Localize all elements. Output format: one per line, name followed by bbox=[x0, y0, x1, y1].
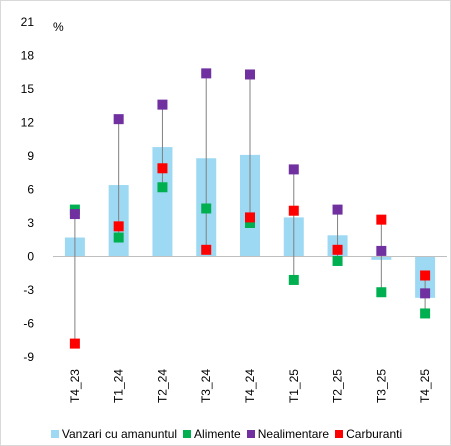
chart-plot: 21 18 15 12 9 6 3 0 -3 -6 -9% T4_23 T1_24 T2_24 T3_24 T… bbox=[21, 15, 447, 403]
y-tick-label: -3 bbox=[23, 283, 34, 297]
legend-item: Vanzari cu amanuntul bbox=[50, 427, 178, 441]
x-tick-label: T2_25 bbox=[331, 369, 345, 403]
marker-carburanti-T3_25 bbox=[376, 214, 387, 225]
y-tick-label: 6 bbox=[27, 183, 34, 197]
marker-nealimentare-T3_24 bbox=[201, 68, 212, 79]
legend-label: Carburanti bbox=[346, 427, 403, 441]
marker-carburanti-T3_24 bbox=[201, 244, 212, 255]
marker-nealimentare-T3_25 bbox=[376, 245, 387, 256]
marker-carburanti-T1_24 bbox=[113, 221, 124, 232]
legend-item: Alimente bbox=[183, 427, 241, 441]
legend-swatch bbox=[246, 430, 255, 438]
marker-alimente-T4_24 bbox=[245, 218, 255, 228]
x-tick-label: T3_25 bbox=[374, 369, 388, 403]
marker-carburanti-T1_25 bbox=[288, 205, 299, 216]
legend-swatch bbox=[50, 430, 59, 438]
x-tick-label: T2_24 bbox=[155, 369, 169, 403]
legend-label: Vanzari cu amanuntul bbox=[61, 427, 178, 441]
legend-item: Carburanti bbox=[335, 427, 402, 441]
marker-nealimentare-T1_25 bbox=[288, 164, 299, 175]
y-unit-label: % bbox=[53, 20, 64, 34]
marker-nealimentare-T4_24 bbox=[245, 69, 255, 80]
marker-carburanti-T2_25 bbox=[332, 244, 343, 255]
marker-alimente-T1_24 bbox=[113, 232, 124, 243]
x-tick-label: T4_23 bbox=[68, 369, 82, 403]
y-tick-label: 9 bbox=[27, 149, 34, 163]
marker-nealimentare-T1_24 bbox=[113, 114, 124, 125]
y-tick-label: -9 bbox=[23, 350, 34, 364]
marker-alimente-T3_24 bbox=[201, 203, 212, 214]
marker-nealimentare-T4_23 bbox=[69, 209, 80, 220]
x-tick-label: T4_25 bbox=[418, 369, 432, 403]
x-tick-label: T1_25 bbox=[287, 369, 301, 403]
legend-item: Nealimentare bbox=[246, 427, 330, 441]
marker-alimente-T4_25 bbox=[420, 308, 431, 319]
y-tick-label: 0 bbox=[27, 250, 34, 264]
x-tick-label: T4_24 bbox=[243, 369, 257, 403]
y-tick-label: 3 bbox=[27, 216, 34, 230]
marker-carburanti-T4_24 bbox=[245, 212, 255, 223]
marker-carburanti-T4_23 bbox=[69, 338, 80, 349]
marker-nealimentare-T2_25 bbox=[332, 204, 343, 215]
marker-alimente-T3_25 bbox=[376, 287, 387, 298]
chart-legend: Vanzari cu amanuntul Alimente Nealimentare… bbox=[1, 427, 451, 441]
marker-alimente-T2_25 bbox=[332, 255, 343, 266]
legend-label: Nealimentare bbox=[257, 427, 330, 441]
marker-nealimentare-T4_25 bbox=[420, 288, 431, 299]
legend-swatch bbox=[183, 430, 192, 438]
x-tick-label: T1_24 bbox=[112, 369, 126, 403]
y-tick-label: -6 bbox=[23, 317, 34, 331]
y-tick-label: 15 bbox=[21, 82, 35, 96]
y-tick-label: 18 bbox=[21, 49, 35, 63]
legend-label: Alimente bbox=[194, 427, 241, 441]
marker-alimente-T1_25 bbox=[288, 274, 299, 285]
bar-T2_24 bbox=[152, 147, 173, 257]
marker-alimente-T2_24 bbox=[157, 182, 168, 193]
marker-carburanti-T2_24 bbox=[157, 163, 168, 174]
x-tick-label: T3_24 bbox=[199, 369, 213, 403]
y-tick-label: 21 bbox=[21, 15, 35, 29]
legend-swatch bbox=[335, 430, 344, 438]
marker-carburanti-T4_25 bbox=[420, 270, 431, 281]
marker-nealimentare-T2_24 bbox=[157, 99, 168, 110]
y-tick-label: 12 bbox=[21, 116, 35, 130]
